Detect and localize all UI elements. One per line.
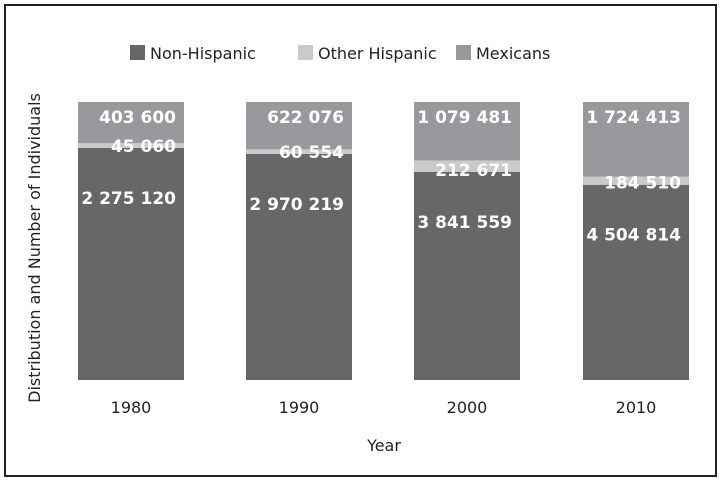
x-tick-1990: 1990: [279, 398, 320, 417]
bar-2000-1: [414, 160, 520, 172]
bar-1990-2: [246, 102, 352, 150]
data-label-1990-1: 60 554: [279, 143, 344, 163]
x-axis-label: Year: [366, 436, 401, 455]
bar-1990-1: [246, 149, 352, 154]
data-label-1980-2: 403 600: [99, 108, 176, 128]
x-tick-1980: 1980: [111, 398, 152, 417]
data-label-1990-2: 622 076: [267, 108, 344, 128]
data-label-2010-2: 1 724 413: [586, 108, 681, 128]
legend-label-1: Other Hispanic: [318, 44, 437, 63]
bars: 2 275 120 45 060 403 600 1980 2 970 219 60 55…: [78, 102, 689, 417]
bar-1980-1: [78, 143, 184, 148]
bar-2000-0: [414, 171, 520, 380]
bar-2010-1: [583, 176, 689, 185]
data-label-2000-1: 212 671: [435, 161, 512, 181]
data-label-1980-0: 2 275 120: [81, 189, 176, 209]
legend-swatch-2: [456, 45, 471, 60]
legend-swatch-0: [130, 45, 145, 60]
data-label-2000-0: 3 841 559: [417, 213, 512, 233]
legend-swatch-1: [298, 45, 313, 60]
bar-1980-0: [78, 147, 184, 380]
chart-frame: [4, 4, 717, 477]
data-label-2000-2: 1 079 481: [417, 108, 512, 128]
data-label-2010-0: 4 504 814: [586, 226, 681, 246]
bar-2010-0: [583, 184, 689, 380]
data-label-2010-1: 184 510: [604, 174, 681, 194]
x-tick-2010: 2010: [616, 398, 657, 417]
legend: Non-Hispanic Other Hispanic Mexicans: [130, 44, 550, 63]
y-axis-label: Distribution and Number of Individuals: [25, 93, 44, 403]
bar-2000-2: [414, 102, 520, 161]
bar-2010-2: [583, 102, 689, 177]
bar-1980-2: [78, 102, 184, 144]
legend-label-2: Mexicans: [476, 44, 550, 63]
data-label-1980-1: 45 060: [111, 137, 176, 157]
x-tick-2000: 2000: [447, 398, 488, 417]
data-label-1990-0: 2 970 219: [249, 195, 344, 215]
legend-label-0: Non-Hispanic: [150, 44, 256, 63]
bar-1990-0: [246, 153, 352, 380]
